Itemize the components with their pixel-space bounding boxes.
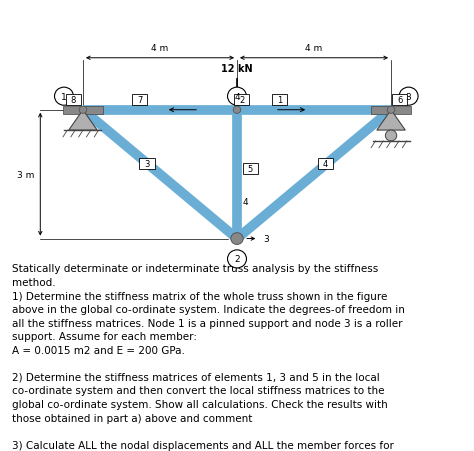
- Circle shape: [387, 107, 395, 114]
- FancyBboxPatch shape: [243, 164, 258, 175]
- Text: 4 m: 4 m: [305, 44, 323, 53]
- Text: 5: 5: [247, 165, 253, 174]
- Text: 4: 4: [234, 92, 240, 101]
- FancyBboxPatch shape: [272, 95, 287, 106]
- FancyBboxPatch shape: [132, 95, 147, 106]
- Text: 8: 8: [71, 96, 76, 105]
- Text: 3: 3: [144, 159, 150, 168]
- Text: above in the global co-ordinate system. Indicate the degrees-of freedom in: above in the global co-ordinate system. …: [12, 304, 405, 314]
- Text: A = 0.0015 m2 and E = 200 GPa.: A = 0.0015 m2 and E = 200 GPa.: [12, 345, 185, 355]
- Circle shape: [228, 88, 246, 106]
- Text: 1) Determine the stiffness matrix of the whole truss shown in the figure: 1) Determine the stiffness matrix of the…: [12, 291, 387, 301]
- Text: 3: 3: [406, 92, 411, 101]
- Text: Statically determinate or indeterminate truss analysis by the stiffness: Statically determinate or indeterminate …: [12, 264, 378, 274]
- Text: 6: 6: [397, 96, 402, 105]
- Text: global co-ordinate system. Show all calculations. Check the results with: global co-ordinate system. Show all calc…: [12, 399, 388, 409]
- Text: 2) Determine the stiffness matrices of elements 1, 3 and 5 in the local: 2) Determine the stiffness matrices of e…: [12, 372, 380, 382]
- Text: co-ordinate system and then convert the local stiffness matrices to the: co-ordinate system and then convert the …: [12, 386, 384, 396]
- Text: 2: 2: [239, 96, 245, 105]
- Text: 4 m: 4 m: [151, 44, 169, 53]
- Text: 3) Calculate ALL the nodal displacements and ALL the member forces for: 3) Calculate ALL the nodal displacements…: [12, 440, 394, 450]
- Polygon shape: [69, 110, 97, 131]
- Text: 4: 4: [322, 159, 328, 168]
- Circle shape: [228, 250, 246, 268]
- Circle shape: [55, 88, 73, 106]
- Text: 2: 2: [234, 255, 240, 264]
- Text: all the stiffness matrices. Node 1 is a pinned support and node 3 is a roller: all the stiffness matrices. Node 1 is a …: [12, 318, 402, 328]
- Text: 7: 7: [137, 96, 143, 105]
- FancyBboxPatch shape: [63, 107, 103, 115]
- FancyBboxPatch shape: [318, 158, 333, 169]
- Text: 3: 3: [263, 235, 269, 244]
- Polygon shape: [377, 110, 405, 131]
- FancyBboxPatch shape: [234, 95, 249, 106]
- Text: support. Assume for each member:: support. Assume for each member:: [12, 331, 197, 341]
- FancyBboxPatch shape: [371, 107, 411, 115]
- Circle shape: [385, 131, 397, 142]
- Circle shape: [233, 107, 241, 114]
- Text: 12 kN: 12 kN: [221, 64, 253, 74]
- FancyBboxPatch shape: [139, 158, 155, 169]
- Text: method.: method.: [12, 277, 55, 287]
- Circle shape: [231, 233, 243, 245]
- FancyBboxPatch shape: [66, 95, 81, 106]
- Text: 4: 4: [243, 198, 248, 206]
- Text: 3 m: 3 m: [17, 170, 35, 179]
- Text: those obtained in part a) above and comment: those obtained in part a) above and comm…: [12, 413, 252, 423]
- Text: 1: 1: [277, 96, 283, 105]
- Text: 1: 1: [61, 92, 67, 101]
- Circle shape: [79, 107, 87, 114]
- FancyBboxPatch shape: [392, 95, 407, 106]
- Circle shape: [399, 88, 418, 106]
